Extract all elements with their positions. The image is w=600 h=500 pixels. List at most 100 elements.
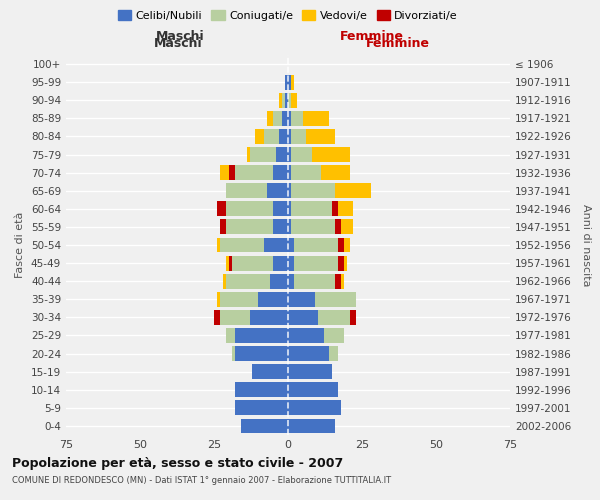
- Bar: [291, 74, 294, 90]
- Bar: [288, 238, 294, 252]
- Bar: [235, 328, 288, 343]
- Bar: [217, 202, 226, 216]
- Bar: [294, 274, 335, 288]
- Bar: [267, 184, 288, 198]
- Bar: [229, 165, 235, 180]
- Bar: [332, 202, 338, 216]
- Bar: [273, 256, 288, 270]
- Bar: [220, 220, 226, 234]
- Bar: [314, 292, 356, 306]
- Bar: [288, 74, 291, 90]
- Bar: [220, 310, 250, 325]
- Bar: [247, 147, 250, 162]
- Bar: [338, 256, 344, 270]
- Bar: [294, 238, 338, 252]
- Bar: [279, 129, 288, 144]
- Bar: [291, 202, 332, 216]
- Bar: [259, 292, 288, 306]
- Legend: Celibi/Nubili, Coniugati/e, Vedovi/e, Divorziati/e: Celibi/Nubili, Coniugati/e, Vedovi/e, Di…: [116, 8, 460, 24]
- Bar: [303, 111, 329, 126]
- Bar: [270, 274, 288, 288]
- Bar: [220, 238, 265, 252]
- Bar: [294, 256, 338, 270]
- Bar: [344, 238, 350, 252]
- Bar: [341, 220, 353, 234]
- Bar: [282, 111, 288, 126]
- Bar: [338, 202, 353, 216]
- Bar: [291, 184, 335, 198]
- Text: Popolazione per età, sesso e stato civile - 2007: Popolazione per età, sesso e stato civil…: [12, 458, 343, 470]
- Bar: [241, 418, 288, 434]
- Bar: [232, 346, 235, 361]
- Bar: [335, 274, 341, 288]
- Bar: [291, 111, 303, 126]
- Bar: [232, 256, 273, 270]
- Bar: [288, 382, 338, 397]
- Bar: [288, 256, 294, 270]
- Bar: [288, 418, 335, 434]
- Bar: [341, 274, 344, 288]
- Bar: [223, 274, 226, 288]
- Bar: [323, 328, 344, 343]
- Bar: [235, 382, 288, 397]
- Bar: [288, 184, 291, 198]
- Bar: [288, 346, 329, 361]
- Bar: [226, 274, 270, 288]
- Bar: [288, 129, 291, 144]
- Bar: [220, 292, 259, 306]
- Bar: [273, 202, 288, 216]
- Bar: [235, 400, 288, 415]
- Bar: [267, 111, 273, 126]
- Bar: [217, 238, 220, 252]
- Bar: [226, 220, 273, 234]
- Bar: [338, 238, 344, 252]
- Bar: [235, 346, 288, 361]
- Text: Maschi: Maschi: [155, 30, 205, 43]
- Bar: [311, 147, 350, 162]
- Bar: [288, 364, 332, 379]
- Bar: [288, 111, 291, 126]
- Bar: [288, 202, 291, 216]
- Bar: [291, 129, 306, 144]
- Text: Maschi: Maschi: [154, 36, 203, 50]
- Bar: [256, 129, 265, 144]
- Bar: [285, 74, 288, 90]
- Bar: [273, 111, 282, 126]
- Bar: [288, 310, 317, 325]
- Bar: [273, 220, 288, 234]
- Text: Femmine: Femmine: [365, 36, 430, 50]
- Bar: [235, 165, 273, 180]
- Bar: [291, 93, 297, 108]
- Bar: [279, 93, 282, 108]
- Bar: [350, 310, 356, 325]
- Bar: [226, 328, 235, 343]
- Bar: [291, 165, 320, 180]
- Bar: [226, 256, 229, 270]
- Bar: [317, 310, 350, 325]
- Bar: [329, 346, 338, 361]
- Bar: [288, 274, 294, 288]
- Bar: [282, 93, 285, 108]
- Bar: [320, 165, 350, 180]
- Bar: [250, 147, 276, 162]
- Bar: [288, 147, 291, 162]
- Bar: [288, 165, 291, 180]
- Bar: [220, 165, 229, 180]
- Text: COMUNE DI REDONDESCO (MN) - Dati ISTAT 1° gennaio 2007 - Elaborazione TUTTITALIA: COMUNE DI REDONDESCO (MN) - Dati ISTAT 1…: [12, 476, 391, 485]
- Bar: [226, 184, 267, 198]
- Bar: [288, 220, 291, 234]
- Bar: [226, 202, 273, 216]
- Bar: [335, 220, 341, 234]
- Bar: [265, 129, 279, 144]
- Bar: [285, 93, 288, 108]
- Y-axis label: Anni di nascita: Anni di nascita: [581, 204, 591, 286]
- Bar: [217, 292, 220, 306]
- Bar: [288, 292, 314, 306]
- Bar: [229, 256, 232, 270]
- Text: Femmine: Femmine: [340, 30, 404, 43]
- Bar: [265, 238, 288, 252]
- Bar: [276, 147, 288, 162]
- Bar: [288, 400, 341, 415]
- Bar: [291, 147, 311, 162]
- Bar: [250, 310, 288, 325]
